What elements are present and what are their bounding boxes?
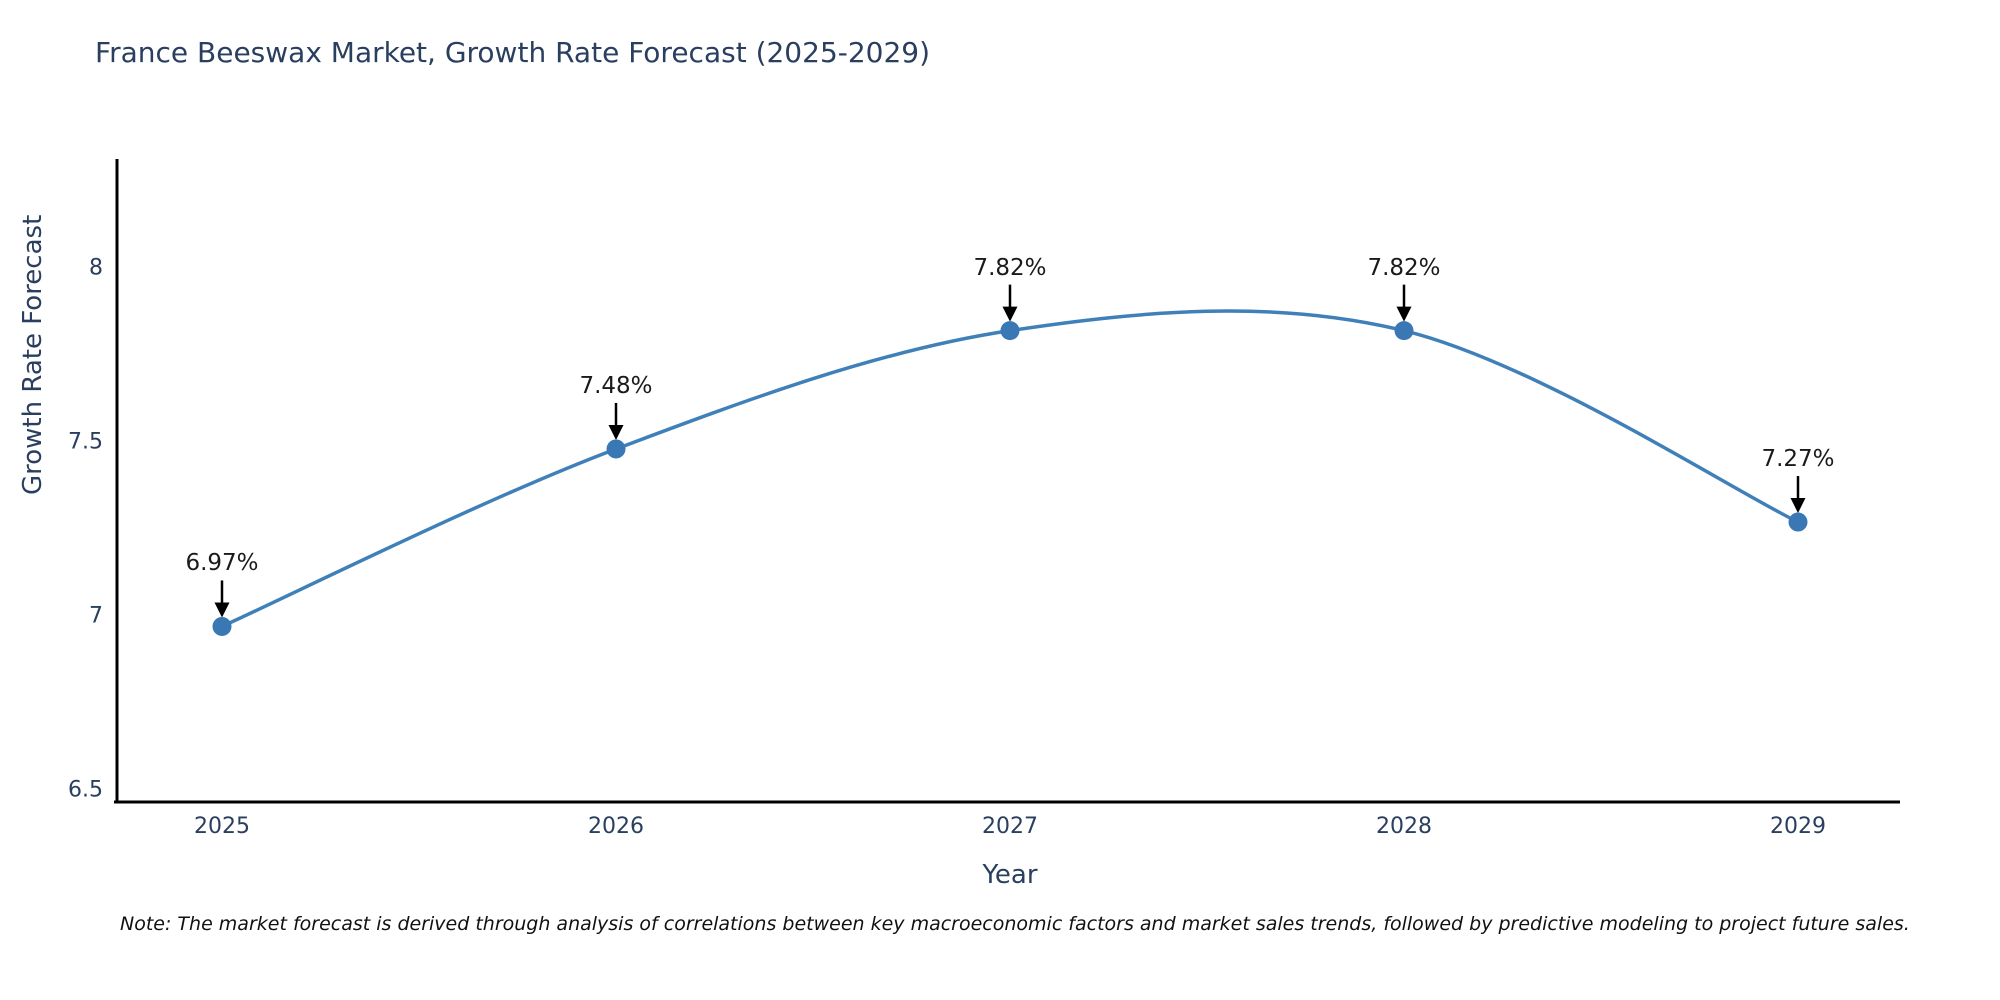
annotation-arrowhead bbox=[608, 424, 624, 440]
data-point-marker bbox=[1394, 321, 1414, 341]
data-point-marker bbox=[1000, 321, 1020, 341]
x-tick-label: 2025 bbox=[194, 814, 250, 839]
data-point-marker bbox=[606, 439, 626, 459]
data-point-marker bbox=[212, 616, 232, 636]
point-annotation-label: 6.97% bbox=[185, 550, 259, 577]
point-annotation-label: 7.48% bbox=[579, 372, 653, 399]
x-tick-label: 2029 bbox=[1770, 814, 1826, 839]
annotation-arrowhead bbox=[1790, 498, 1806, 514]
y-tick-label: 6.5 bbox=[68, 777, 103, 803]
point-annotation-label: 7.82% bbox=[973, 254, 1047, 281]
data-point-marker bbox=[1788, 512, 1808, 532]
x-axis-title: Year bbox=[982, 860, 1038, 890]
annotation-arrowhead bbox=[214, 602, 230, 618]
y-tick-label: 7.5 bbox=[68, 429, 103, 455]
forecast-line bbox=[220, 309, 1800, 629]
annotation-arrowhead bbox=[1396, 306, 1412, 322]
point-annotation-label: 7.27% bbox=[1761, 446, 1835, 473]
x-tick-label: 2026 bbox=[588, 814, 644, 839]
annotation-arrowhead bbox=[1002, 306, 1018, 322]
x-tick-label: 2028 bbox=[1376, 814, 1432, 839]
y-tick-label: 7 bbox=[89, 603, 103, 629]
y-tick-label: 8 bbox=[89, 255, 103, 281]
chart-title: France Beeswax Market, Growth Rate Forec… bbox=[95, 36, 931, 69]
footnote: Note: The market forecast is derived thr… bbox=[120, 913, 1910, 935]
x-tick-label: 2027 bbox=[982, 814, 1038, 839]
point-annotation-label: 7.82% bbox=[1367, 254, 1441, 281]
